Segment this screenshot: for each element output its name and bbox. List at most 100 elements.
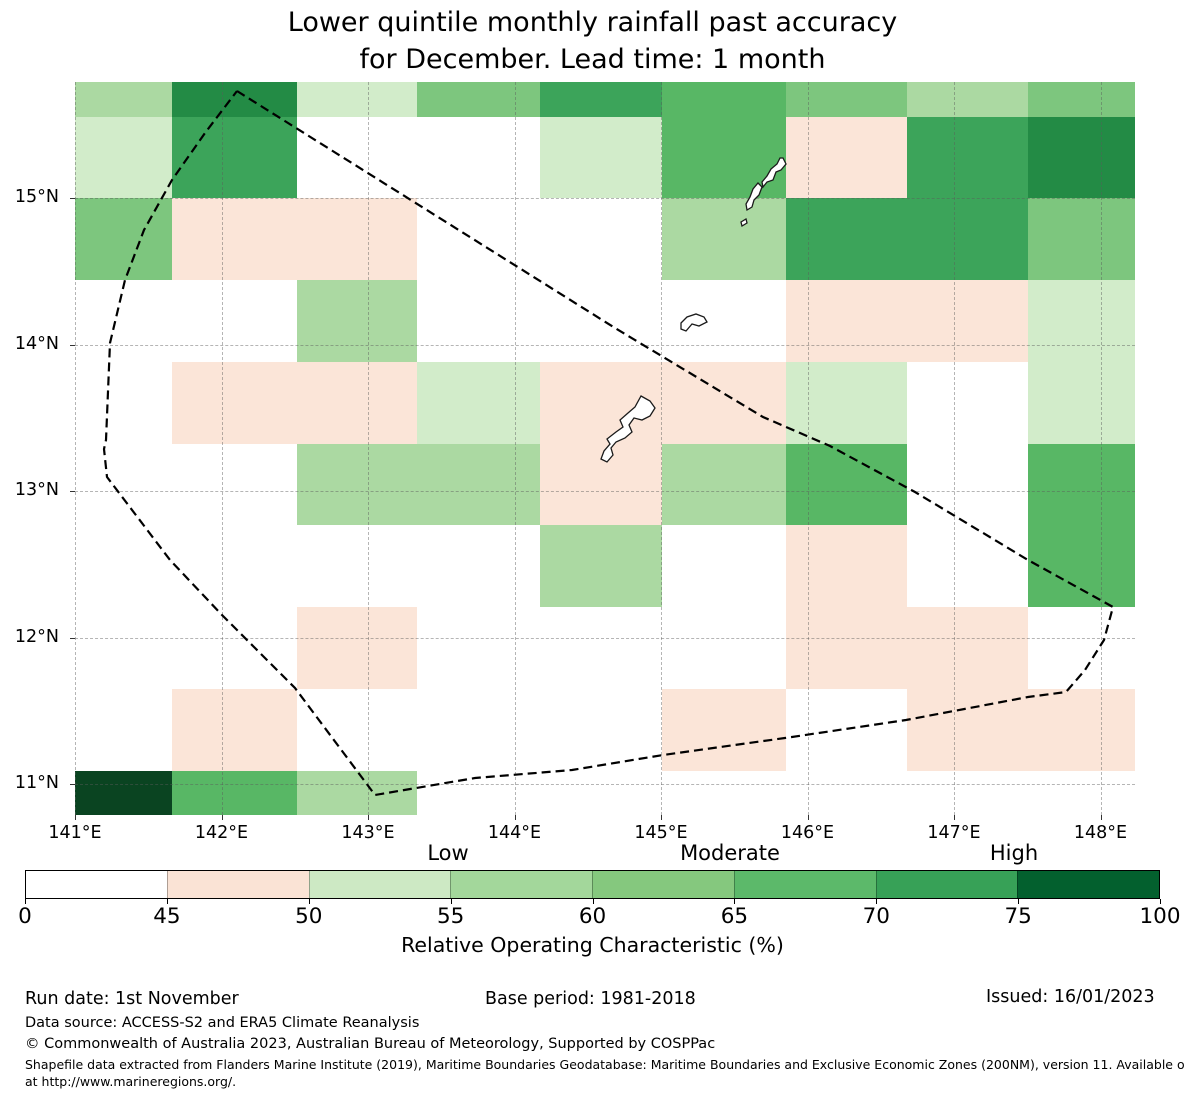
heatmap-cell	[662, 525, 786, 607]
heatmap-cell	[417, 198, 540, 280]
heatmap-cell	[907, 525, 1028, 607]
heatmap-cell	[297, 444, 417, 525]
heatmap-cell	[417, 280, 540, 362]
horizontal-gridline	[75, 637, 1135, 639]
y-axis-tickmark	[70, 197, 75, 199]
heatmap-cell	[907, 607, 1028, 689]
heatmap-cell	[786, 362, 907, 444]
map-gridlines	[75, 82, 1135, 815]
y-axis-tickmark	[70, 344, 75, 346]
heatmap-cell	[75, 525, 172, 607]
heatmap-cell	[786, 82, 907, 117]
heatmap-cell	[662, 362, 786, 444]
heatmap-cell	[297, 771, 417, 815]
colorbar-segment	[733, 871, 876, 898]
heatmap-cell	[172, 607, 297, 689]
heatmap-cell	[1028, 362, 1135, 444]
heatmap-cell	[75, 607, 172, 689]
heatmap-cell	[786, 689, 907, 771]
horizontal-gridline	[75, 490, 1135, 492]
y-axis-tick-label: 13°N	[14, 479, 59, 500]
colorbar-segment	[450, 871, 592, 898]
x-axis-tickmark	[954, 815, 955, 820]
colorbar-tickmark	[1018, 899, 1020, 904]
island-rota-outline	[680, 313, 708, 332]
vertical-gridline	[75, 82, 76, 815]
y-axis-tick-label: 14°N	[14, 333, 59, 354]
y-axis-tickmark	[70, 490, 75, 492]
colorbar-tick-label: 50	[295, 904, 323, 929]
heatmap-cell	[907, 689, 1028, 771]
colorbar-tickmark	[876, 899, 878, 904]
island-aguijan-outline	[740, 217, 748, 228]
heatmap-cell	[786, 117, 907, 198]
heatmap-cell	[297, 280, 417, 362]
x-axis-tick-label: 146°E	[780, 823, 835, 843]
heatmap-cell	[662, 82, 786, 117]
heatmap-cell	[75, 771, 172, 815]
heatmap-cell	[907, 280, 1028, 362]
heatmap-cell	[662, 607, 786, 689]
colorbar-tickmark	[1160, 899, 1161, 904]
horizontal-gridline	[75, 197, 1135, 199]
heatmap-cell	[1028, 117, 1135, 198]
heatmap-cell	[75, 362, 172, 444]
y-axis-tickmark	[70, 637, 75, 639]
chart-title-line1: Lower quintile monthly rainfall past acc…	[287, 7, 898, 38]
heatmap-cell	[297, 362, 417, 444]
map-area: 141°E 142°E 143°E 144°E 145°E 146°E 147°E 148°E…	[15, 82, 1135, 844]
heatmap-cell	[75, 82, 172, 117]
heatmap-cell	[75, 689, 172, 771]
eez-boundary-dashed-line	[102, 90, 1115, 797]
x-axis-tickmark	[514, 815, 516, 820]
heatmap-cell	[907, 82, 1028, 117]
heatmap-cell	[662, 689, 786, 771]
heatmap-cell	[662, 198, 786, 280]
heatmap-cell	[417, 82, 540, 117]
x-axis-tick-label: 147°E	[927, 823, 981, 843]
vertical-gridline	[1100, 82, 1102, 815]
footer-data-source: Data source: ACCESS-S2 and ERA5 Climate …	[25, 1015, 420, 1031]
heatmap-cell	[75, 280, 172, 362]
heatmap-cell	[75, 444, 172, 525]
heatmap-cell	[1028, 280, 1135, 362]
x-axis-tickmark	[661, 815, 662, 820]
heatmap-cell	[297, 117, 417, 198]
colorbar-segment	[308, 871, 451, 898]
vertical-gridline	[368, 82, 369, 815]
y-axis-tickmark	[70, 783, 75, 785]
colorbar-category-label-low: Low	[427, 841, 469, 865]
heatmap-cell	[786, 198, 907, 280]
chart-title-line2: for December. Lead time: 1 month	[359, 44, 826, 75]
heatmap-cell	[1028, 82, 1135, 117]
colorbar-axis-label: Relative Operating Characteristic (%)	[401, 933, 784, 957]
heatmap-cell	[1028, 444, 1135, 525]
colorbar-category-label-high: High	[989, 841, 1039, 865]
map-overlay	[102, 90, 1115, 797]
x-axis-tickmark	[75, 815, 76, 820]
heatmap-cell	[417, 362, 540, 444]
colorbar-segment	[26, 871, 167, 898]
colorbar-tick-label: 75	[1004, 904, 1032, 929]
map-axes: 141°E 142°E 143°E 144°E 145°E 146°E 147°E 148°E…	[15, 82, 1135, 844]
heatmap-cell	[907, 198, 1028, 280]
footer-shapefile-note-line2: at http://www.marineregions.org/.	[25, 1074, 237, 1089]
heatmap-cell	[75, 198, 172, 280]
heatmap-cell	[172, 444, 297, 525]
heatmap-cell	[172, 198, 297, 280]
colorbar: 0 45 50 55 60 65 70 75 100 Low Moderate High Relat…	[18, 841, 1180, 957]
footer-copyright: © Commonwealth of Australia 2023, Austra…	[25, 1036, 716, 1052]
colorbar-tickmark	[25, 899, 26, 904]
heatmap-cell	[297, 82, 417, 117]
colorbar-segment	[875, 871, 1018, 898]
island-tinian-outline	[745, 182, 763, 212]
chart-title: Lower quintile monthly rainfall past acc…	[0, 4, 1185, 78]
vertical-gridline	[807, 82, 809, 815]
x-axis-tickmark	[368, 815, 369, 820]
heatmap-cell	[172, 525, 297, 607]
colorbar-tick-label: 70	[862, 904, 890, 929]
x-axis-tick-label: 141°E	[48, 823, 102, 843]
colorbar-tickmark	[734, 899, 736, 904]
footer-issued: Issued: 16/01/2023	[986, 987, 1155, 1007]
